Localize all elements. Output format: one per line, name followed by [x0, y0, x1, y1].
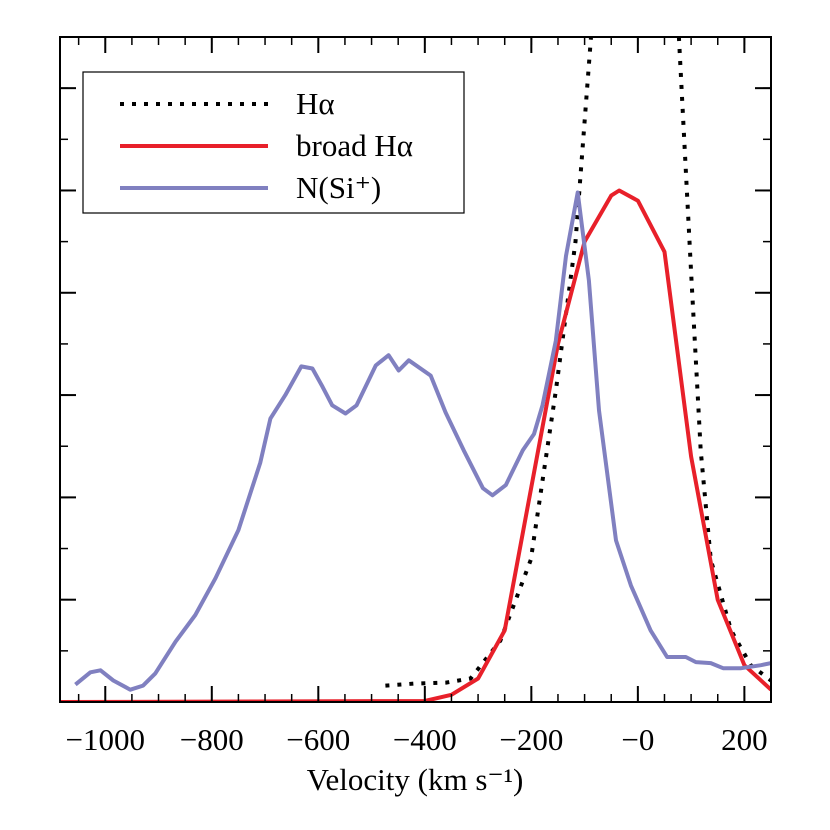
x-tick-label: −200: [499, 722, 563, 757]
legend-label: broad Hα: [296, 128, 413, 163]
x-tick-label: −0: [621, 722, 654, 757]
legend-label: Hα: [296, 86, 335, 121]
x-tick-label: −400: [393, 722, 457, 757]
series-line: [74, 190, 771, 692]
x-tick-label: 200: [721, 722, 768, 757]
x-tick-label: −1000: [66, 722, 145, 757]
x-axis-label: Velocity (km s⁻¹): [307, 762, 524, 797]
x-tick-label: −600: [286, 722, 350, 757]
x-tick-label: −800: [180, 722, 244, 757]
series-line: [60, 188, 771, 702]
plot-area: [60, 37, 771, 702]
axes-frame: [59, 36, 772, 703]
legend-label: N(Si⁺): [296, 170, 381, 205]
